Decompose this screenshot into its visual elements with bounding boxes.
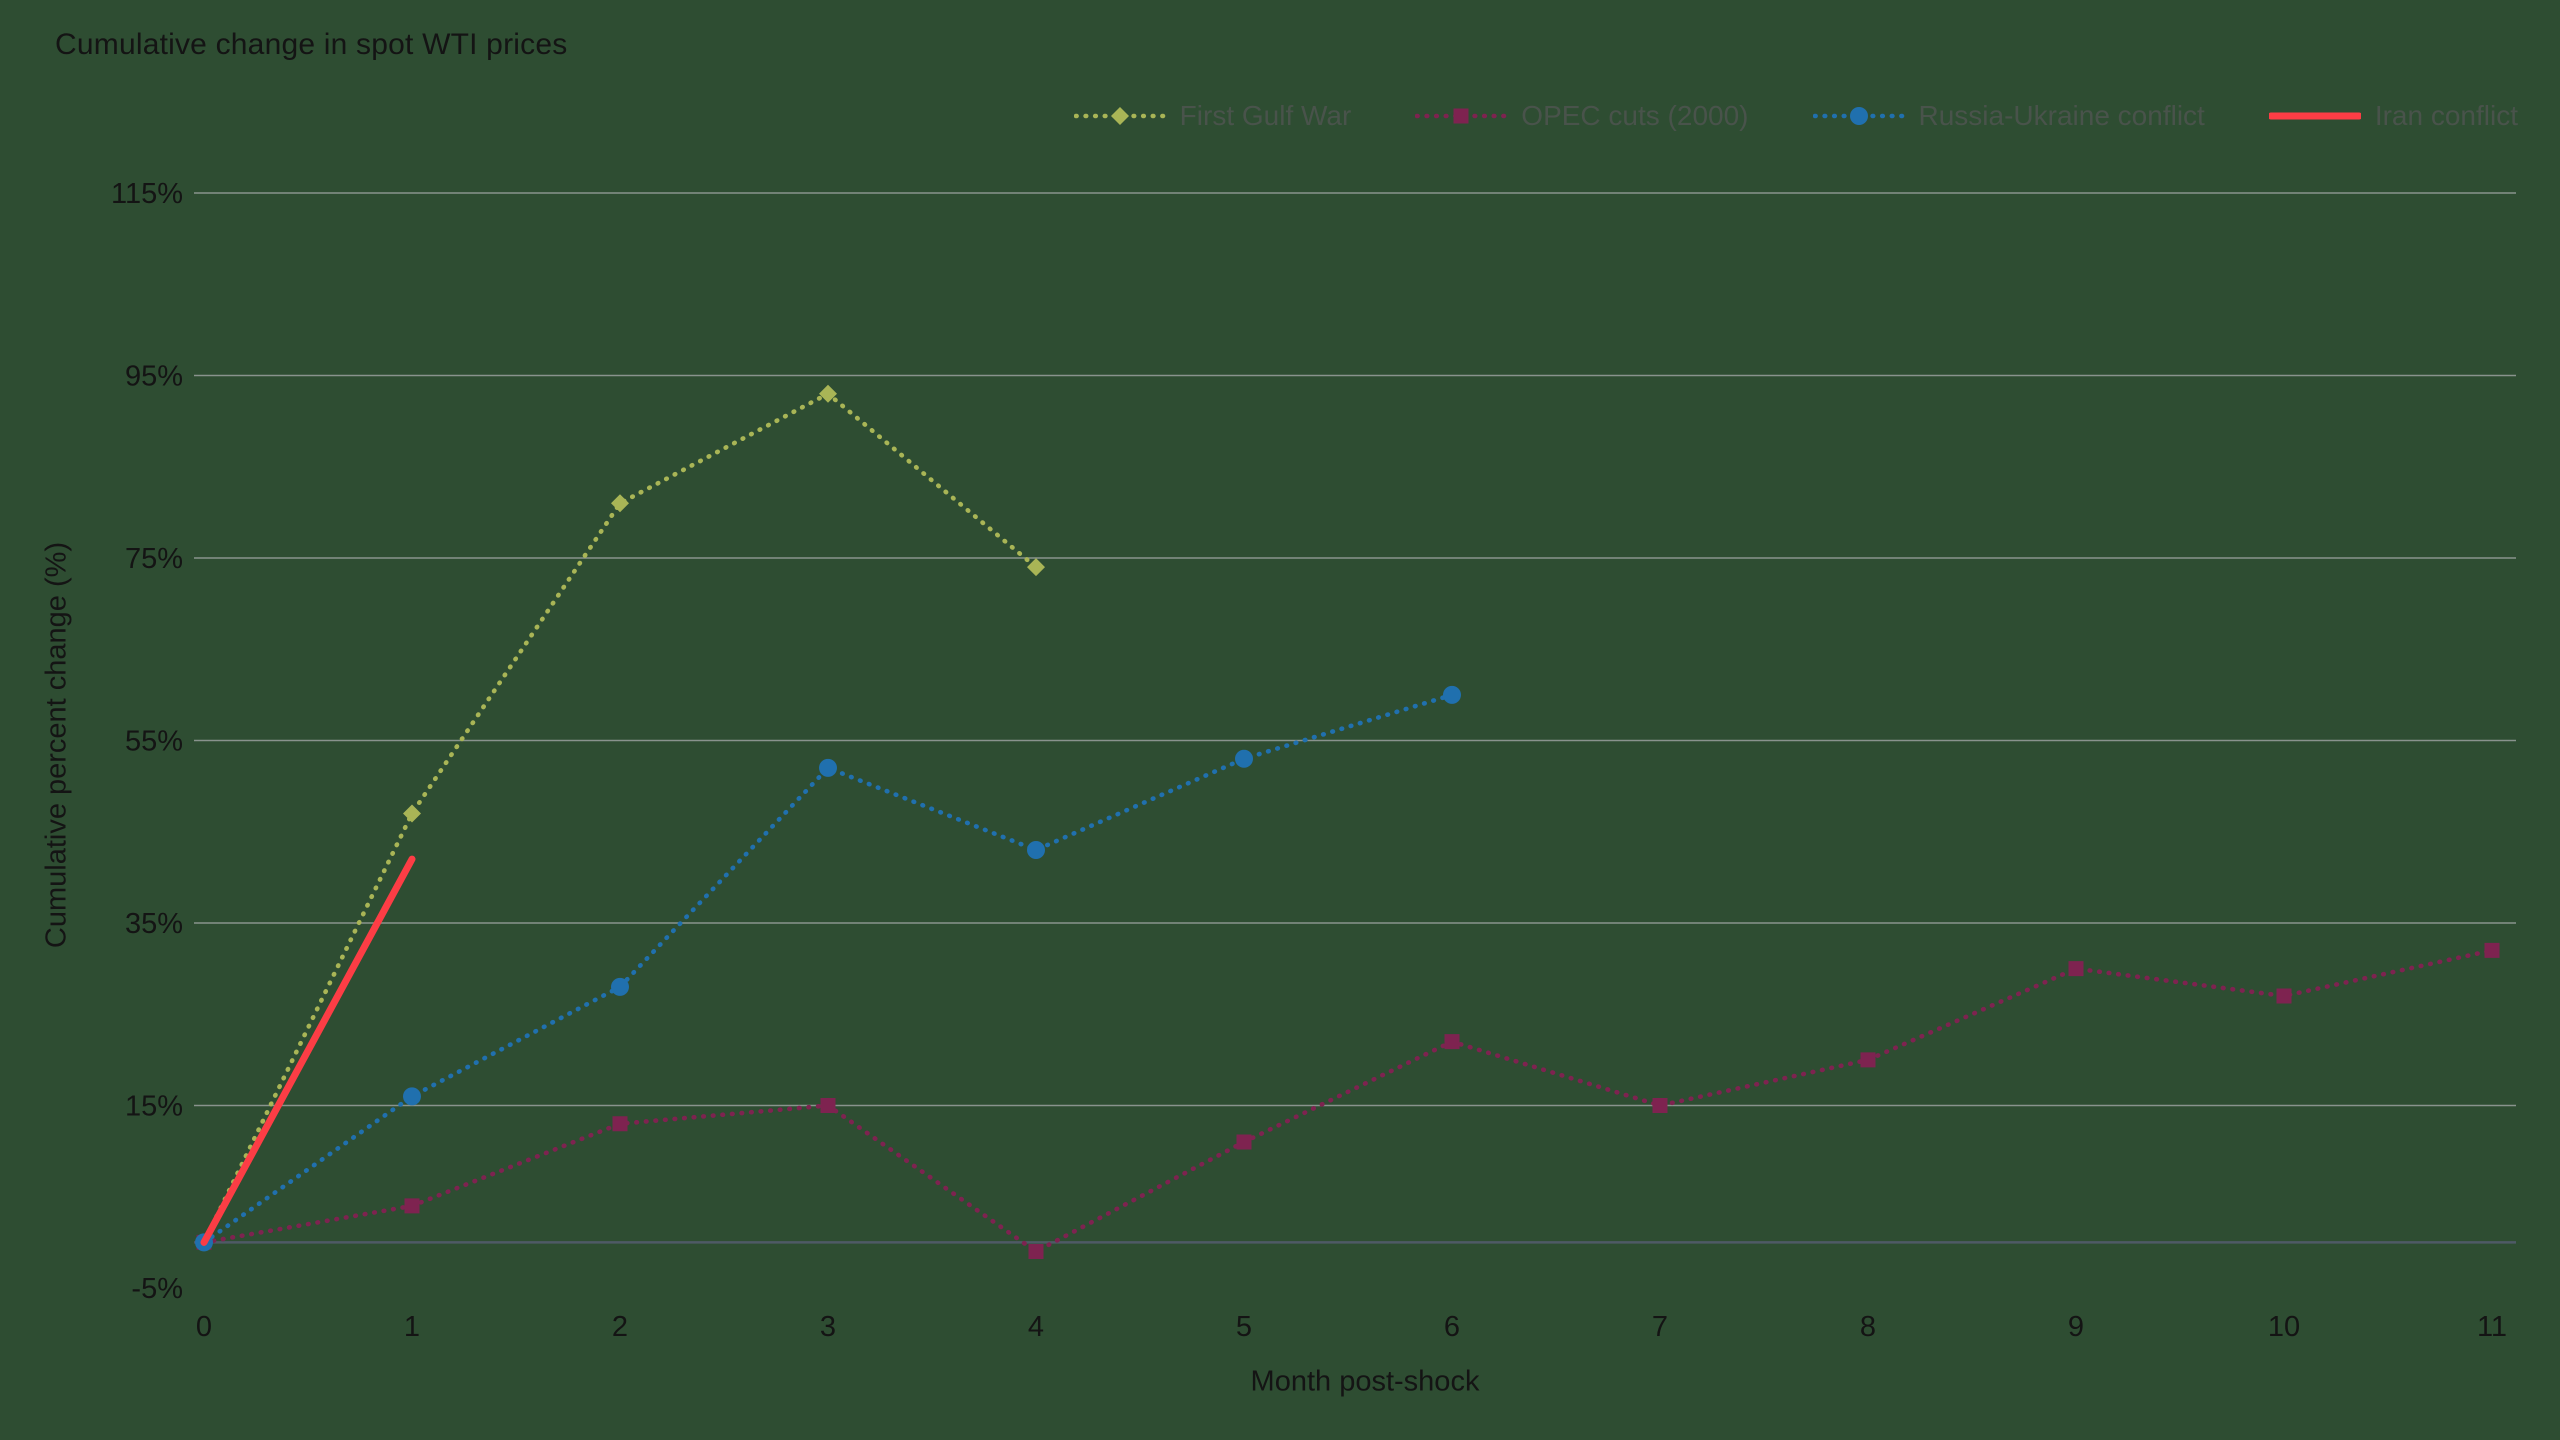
x-tick-label: 5 (1236, 1311, 1252, 1343)
diamond-marker (1027, 558, 1045, 577)
square-marker (1453, 108, 1469, 124)
legend-label: Russia-Ukraine conflict (1918, 100, 2205, 131)
circle-marker (1443, 685, 1461, 704)
series-line (201, 948, 2495, 1254)
legend-item-opec-cuts-2000-: OPEC cuts (2000) (1415, 100, 1749, 132)
x-tick-label: 9 (2068, 1311, 2084, 1343)
y-tick-label: 35% (125, 908, 183, 940)
x-tick-label: 8 (1860, 1311, 1876, 1343)
series-russia-ukraine-conflict (195, 685, 1461, 1252)
circle-marker (1027, 841, 1045, 859)
y-tick-label: 55% (125, 726, 183, 758)
series-line (201, 391, 1039, 1245)
legend-label: OPEC cuts (2000) (1521, 100, 1749, 131)
square-marker (2068, 961, 2084, 977)
series-line (201, 692, 1455, 1245)
legend-item-iran-conflict: Iran conflict (2268, 100, 2518, 132)
circle-marker (403, 1087, 421, 1106)
square-marker (2484, 942, 2500, 958)
square-marker (1028, 1244, 1044, 1259)
y-tick-label: 15% (125, 1091, 183, 1123)
square-marker (1444, 1034, 1460, 1050)
square-marker (820, 1098, 836, 1113)
square-marker (1236, 1134, 1252, 1150)
chart-title: Cumulative change in spot WTI prices (55, 28, 568, 61)
y-tick-label: 95% (125, 361, 183, 393)
x-tick-label: 4 (1028, 1311, 1044, 1343)
square-marker (1860, 1052, 1876, 1068)
legend-swatch (2268, 112, 2361, 120)
x-tick-label: 1 (404, 1311, 420, 1343)
legend-swatch (1812, 107, 1905, 125)
square-marker (1652, 1098, 1668, 1113)
circle-marker (819, 758, 837, 777)
series-iran-conflict (200, 855, 416, 1246)
y-tick-label: 115% (111, 178, 183, 210)
legend-swatch (1415, 108, 1508, 124)
y-axis-title: Cumulative percent change (%) (40, 541, 73, 949)
diamond-marker (611, 494, 629, 513)
x-tick-label: 6 (1444, 1311, 1460, 1343)
legend-item-russia-ukraine-conflict: Russia-Ukraine conflict (1812, 100, 2205, 132)
x-axis-title: Month post-shock (1250, 1365, 1480, 1398)
square-marker (404, 1198, 420, 1214)
x-tick-label: 3 (820, 1311, 836, 1343)
chart-legend: First Gulf War OPEC cuts (2000) Russia-Ukr… (1073, 100, 2518, 132)
x-tick-label: 2 (612, 1311, 628, 1343)
legend-item-first-gulf-war: First Gulf War (1073, 100, 1352, 132)
square-marker (612, 1116, 628, 1132)
diamond-marker (819, 384, 837, 403)
square-marker (2276, 988, 2292, 1004)
x-tick-label: 0 (196, 1311, 212, 1343)
series-opec-cuts-2000- (196, 942, 2500, 1259)
legend-label: First Gulf War (1179, 100, 1352, 131)
legend-swatch (1073, 107, 1166, 125)
circle-marker (1235, 749, 1253, 768)
diamond-marker (403, 804, 421, 823)
circle-marker (1849, 107, 1868, 125)
diamond-marker (1110, 107, 1129, 125)
y-tick-label: -5% (131, 1273, 183, 1305)
series-line (200, 855, 416, 1246)
circle-marker (611, 977, 629, 996)
x-tick-label: 11 (2477, 1311, 2507, 1343)
y-tick-label: 75% (125, 543, 183, 575)
x-tick-label: 7 (1652, 1311, 1668, 1343)
x-tick-label: 10 (2268, 1311, 2300, 1343)
legend-label: Iran conflict (2374, 100, 2518, 131)
